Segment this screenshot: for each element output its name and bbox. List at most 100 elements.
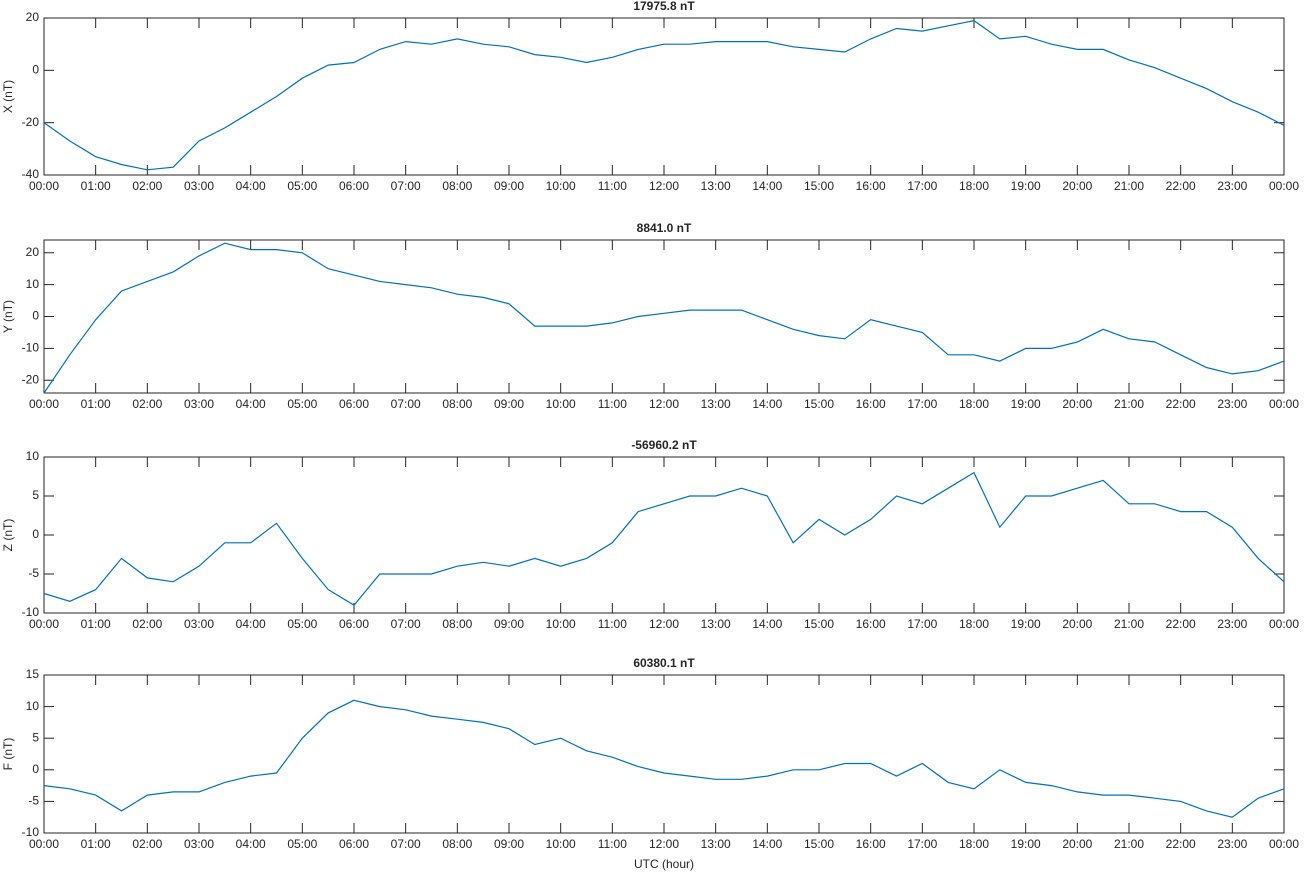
x-tick-label: 01:00 [81, 617, 111, 631]
y-tick-label: -5 [28, 566, 39, 580]
x-tick-label: 00:00 [29, 617, 59, 631]
x-tick-label: 16:00 [856, 617, 886, 631]
x-tick-label: 19:00 [1011, 179, 1041, 193]
x-tick-label: 11:00 [598, 397, 627, 411]
x-tick-label: 18:00 [959, 617, 989, 631]
x-tick-label: 20:00 [1062, 179, 1092, 193]
x-tick-label: 03:00 [184, 837, 214, 851]
x-tick-label: 01:00 [81, 179, 111, 193]
y-tick-label: 10 [26, 699, 40, 713]
axes-box [43, 17, 1285, 176]
x-tick-label: 06:00 [339, 397, 369, 411]
chart-title: 60380.1 nT [633, 656, 695, 670]
x-tick-label: 22:00 [1166, 617, 1196, 631]
x-tick-label: 05:00 [287, 179, 317, 193]
x-tick-label: 10:00 [546, 179, 576, 193]
x-tick-label: 16:00 [856, 179, 886, 193]
y-tick-label: 0 [32, 762, 39, 776]
x-tick-label: 03:00 [184, 397, 214, 411]
y-tick-label: 5 [32, 730, 39, 744]
data-line [43, 242, 1285, 394]
x-tick-label: 22:00 [1166, 837, 1196, 851]
x-tick-label: 00:00 [1269, 397, 1299, 411]
x-tick-label: 22:00 [1166, 397, 1196, 411]
x-tick-label: 16:00 [856, 397, 886, 411]
y-tick-label: 0 [32, 527, 39, 541]
y-tick-label: -20 [22, 115, 40, 129]
x-tick-label: 09:00 [494, 397, 524, 411]
x-tick-label: 20:00 [1062, 397, 1092, 411]
x-tick-label: 06:00 [339, 617, 369, 631]
x-tick-label: 09:00 [494, 179, 524, 193]
y-tick-label: 5 [32, 488, 39, 502]
x-tick-label: 23:00 [1217, 837, 1247, 851]
x-tick-label: 10:00 [546, 617, 576, 631]
x-tick-label: 15:00 [804, 617, 834, 631]
x-tick-label: 17:00 [907, 179, 937, 193]
x-tick-label: 08:00 [442, 617, 472, 631]
data-line [43, 471, 1285, 606]
x-tick-label: 13:00 [701, 179, 731, 193]
x-tick-label: 10:00 [546, 837, 576, 851]
y-tick-label: -10 [22, 825, 40, 839]
y-tick-label: -10 [22, 605, 40, 619]
x-tick-label: 04:00 [236, 179, 266, 193]
x-tick-label: 21:00 [1114, 179, 1144, 193]
y-tick-label: 20 [26, 245, 40, 259]
chart-title: 8841.0 nT [637, 221, 692, 235]
x-tick-label: 05:00 [287, 617, 317, 631]
x-tick-label: 11:00 [598, 617, 627, 631]
x-tick-label: 00:00 [29, 179, 59, 193]
x-tick-label: 04:00 [236, 837, 266, 851]
x-tick-label: 02:00 [132, 617, 162, 631]
data-line [43, 699, 1285, 818]
x-tick-label: 20:00 [1062, 837, 1092, 851]
x-tick-label: 15:00 [804, 837, 834, 851]
y-tick-label: 10 [26, 277, 40, 291]
y-tick-label: 0 [32, 63, 39, 77]
x-tick-label: 00:00 [1269, 837, 1299, 851]
x-tick-label: 01:00 [81, 397, 111, 411]
x-tick-label: 08:00 [442, 179, 472, 193]
x-tick-label: 19:00 [1011, 837, 1041, 851]
y-axis-label: X (nT) [1, 80, 15, 113]
y-tick-label: -5 [28, 794, 39, 808]
x-tick-label: 17:00 [907, 397, 937, 411]
x-tick-label: 17:00 [907, 837, 937, 851]
x-tick-label: 06:00 [339, 837, 369, 851]
x-tick-label: 16:00 [856, 837, 886, 851]
x-tick-label: 09:00 [494, 617, 524, 631]
axes-box [43, 674, 1285, 834]
x-tick-label: 08:00 [442, 397, 472, 411]
x-tick-label: 21:00 [1114, 397, 1144, 411]
x-tick-label: 21:00 [1114, 617, 1144, 631]
x-axis-label: UTC (hour) [634, 857, 694, 871]
x-tick-label: 07:00 [391, 179, 421, 193]
axes-box [43, 239, 1285, 394]
data-line [43, 19, 1285, 171]
x-tick-label: 07:00 [391, 617, 421, 631]
x-tick-label: 09:00 [494, 837, 524, 851]
y-tick-label: -20 [22, 372, 40, 386]
x-tick-label: 18:00 [959, 179, 989, 193]
x-tick-label: 12:00 [649, 397, 679, 411]
x-tick-label: 11:00 [598, 837, 627, 851]
y-tick-label: 10 [26, 449, 40, 463]
x-tick-label: 14:00 [752, 617, 782, 631]
x-tick-label: 02:00 [132, 837, 162, 851]
y-tick-label: 15 [26, 667, 40, 681]
x-tick-label: 13:00 [701, 837, 731, 851]
x-tick-label: 12:00 [649, 837, 679, 851]
y-tick-label: 0 [32, 309, 39, 323]
x-tick-label: 23:00 [1217, 397, 1247, 411]
x-tick-label: 06:00 [339, 179, 369, 193]
x-tick-label: 00:00 [1269, 617, 1299, 631]
y-tick-label: 20 [26, 10, 40, 24]
x-tick-label: 14:00 [752, 837, 782, 851]
y-axis-label: Y (nT) [1, 300, 15, 333]
x-tick-label: 21:00 [1114, 837, 1144, 851]
y-axis-label: F (nT) [1, 738, 15, 771]
x-tick-label: 03:00 [184, 617, 214, 631]
x-tick-label: 02:00 [132, 179, 162, 193]
y-axis-label: Z (nT) [1, 519, 15, 552]
